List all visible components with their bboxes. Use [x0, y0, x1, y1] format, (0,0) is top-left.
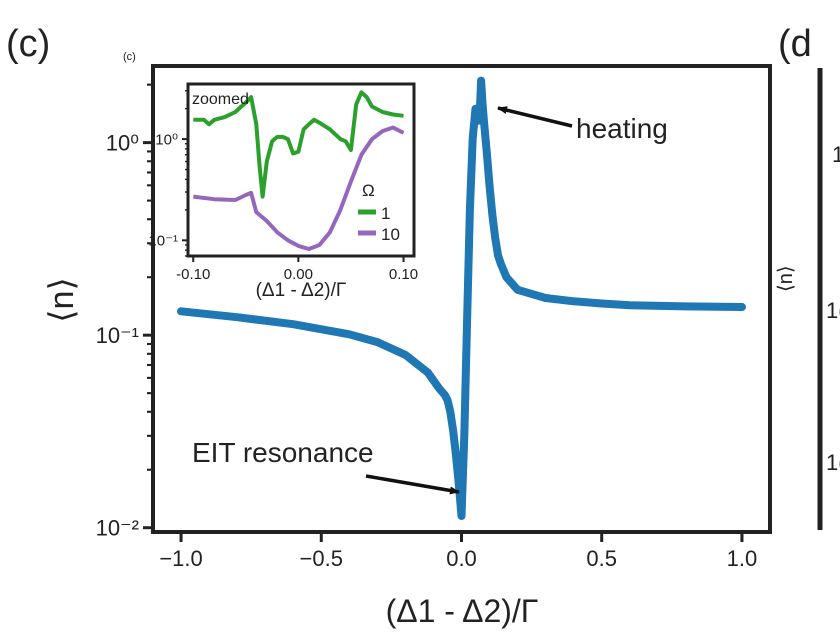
x-tick-label: 0.0: [446, 546, 477, 571]
y-axis-label: ⟨n⟩: [43, 277, 81, 322]
x-axis-label: (Δ1 - Δ2)/Γ: [386, 593, 539, 629]
inset-series-line-omega-10: [193, 125, 405, 251]
heating-annotation: heating: [576, 113, 668, 144]
eit-annotation: EIT resonance: [192, 437, 374, 468]
inset-x-axis-label: (Δ1 - Δ2)/Γ: [256, 280, 347, 301]
x-tick-label: −0.5: [300, 546, 343, 571]
legend-label-omega-10: 10: [381, 225, 400, 244]
panel-label: (c): [6, 23, 50, 65]
main-x-ticks: −1.0 −0.5 0.0 0.5 1.0: [159, 532, 757, 571]
x-tick-label: -0.10: [176, 266, 210, 283]
next-panel-tick-3: 1(: [826, 450, 840, 475]
y-tick-label: 10⁻¹: [96, 323, 139, 348]
inset-x-ticks: -0.10 0.00 0.10: [176, 256, 418, 283]
y-tick-label: 10⁰: [106, 130, 139, 155]
legend-label-omega-1: 1: [381, 204, 390, 223]
series-line: [177, 76, 746, 520]
eit-arrow: [365, 474, 460, 495]
inset-title: zoomed: [192, 91, 249, 108]
x-tick-label: 0.00: [284, 266, 313, 283]
next-panel-tick-2: 1(: [826, 298, 840, 323]
inset-series-line-omega-1: [193, 90, 404, 199]
x-tick-label: 0.5: [586, 546, 617, 571]
y-tick-label: 10⁻¹: [148, 233, 178, 250]
inset-frame: [186, 82, 416, 258]
small-panel-label: (c): [123, 51, 136, 63]
inset-y-ticks: 10⁻¹ 10⁰: [148, 90, 188, 257]
next-panel-tick-1: 1: [832, 142, 840, 167]
heating-arrow: [497, 106, 573, 128]
x-tick-label: −1.0: [159, 546, 202, 571]
y-tick-label: 10⁰: [155, 131, 178, 148]
inset-plot: 10⁻¹ 10⁰ -0.10 0.00 0.10 zoomed (Δ1 - Δ2)/Γ…: [148, 82, 418, 301]
next-panel-label: (d: [778, 23, 812, 65]
main-y-ticks: 10⁻² 10⁻¹ 10⁰: [96, 83, 153, 540]
x-tick-label: 0.10: [389, 266, 418, 283]
legend-title: Ω: [362, 181, 375, 200]
y-tick-label: 10⁻²: [96, 515, 139, 540]
next-panel-ylabel: ⟨n⟩: [775, 265, 797, 292]
main-plot: 10⁻² 10⁻¹ 10⁰ −1.0 −0.5 0.0 0.5 1.0 ⟨n⟩ (Δ1 - …: [43, 64, 772, 629]
x-tick-label: 1.0: [727, 546, 758, 571]
